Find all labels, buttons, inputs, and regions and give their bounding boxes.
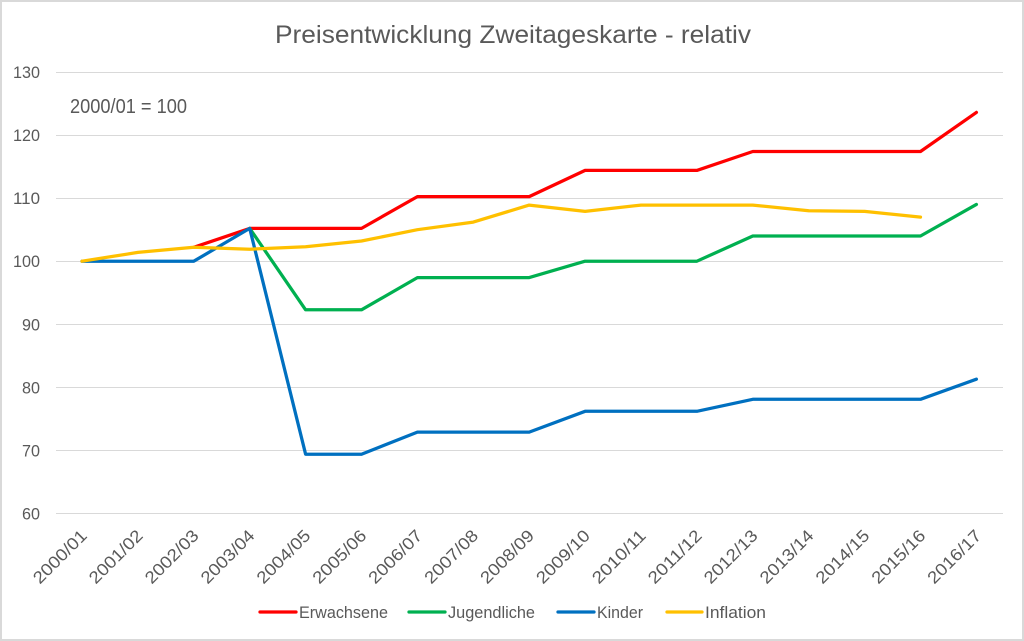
svg-text:100: 100 (13, 252, 40, 271)
svg-text:120: 120 (13, 126, 40, 145)
svg-text:130: 130 (13, 63, 40, 82)
svg-text:110: 110 (13, 189, 40, 208)
svg-text:Erwachsene: Erwachsene (299, 603, 388, 622)
svg-text:Kinder: Kinder (597, 603, 643, 622)
svg-text:Preisentwicklung Zweitageskart: Preisentwicklung Zweitageskarte - relati… (275, 21, 752, 49)
svg-text:60: 60 (22, 505, 40, 524)
svg-text:70: 70 (22, 441, 40, 460)
svg-text:90: 90 (22, 315, 40, 334)
svg-text:Jugendliche: Jugendliche (448, 603, 535, 622)
svg-text:80: 80 (22, 378, 40, 397)
svg-text:Inflation: Inflation (705, 603, 766, 622)
svg-text:2000/01 = 100: 2000/01 = 100 (70, 96, 187, 118)
